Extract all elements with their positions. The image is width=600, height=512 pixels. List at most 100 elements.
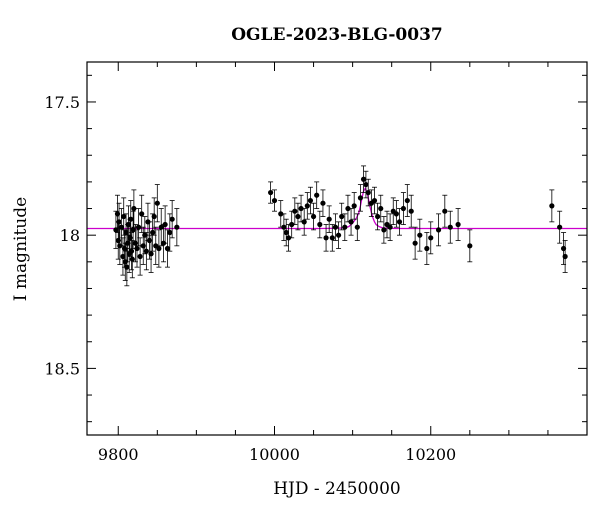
point-marker (128, 216, 134, 222)
point-marker (298, 205, 304, 212)
point-marker (129, 256, 135, 262)
data-point (384, 210, 390, 239)
y-tick-label: 18.5 (44, 359, 80, 378)
data-point (412, 226, 418, 260)
chart-title: OGLE-2023-BLG-0037 (231, 25, 443, 45)
point-marker (169, 216, 175, 222)
data-point (301, 208, 307, 236)
data-point (310, 202, 317, 231)
x-tick-label: 10000 (249, 445, 300, 464)
data-point (455, 208, 461, 241)
data-point (326, 205, 332, 233)
data-point (131, 189, 137, 228)
point-marker (285, 235, 292, 241)
data-point (121, 197, 127, 236)
data-points (113, 165, 568, 287)
data-point (335, 221, 342, 249)
point-marker (375, 213, 381, 220)
point-marker (351, 203, 357, 209)
data-point (128, 232, 135, 271)
data-point (137, 237, 143, 276)
data-point (378, 194, 384, 223)
data-point (164, 229, 171, 268)
point-marker (148, 251, 154, 257)
data-point (339, 202, 345, 231)
point-marker (307, 197, 314, 204)
data-point (174, 208, 180, 247)
data-point (447, 210, 453, 244)
point-marker (310, 213, 317, 220)
point-marker (412, 240, 418, 246)
point-marker (162, 221, 168, 228)
data-point (365, 178, 371, 207)
point-marker (417, 232, 423, 238)
point-marker (378, 205, 384, 212)
point-marker (342, 224, 348, 230)
point-marker (447, 224, 453, 230)
data-point (169, 200, 175, 239)
point-marker (339, 213, 345, 220)
point-marker (116, 219, 122, 225)
data-point (404, 184, 410, 217)
point-marker (557, 224, 563, 230)
point-marker (130, 227, 136, 233)
y-axis-label: I magnitude (11, 197, 31, 301)
point-marker (323, 235, 329, 241)
data-point (128, 200, 134, 239)
point-marker (371, 197, 378, 204)
point-marker (124, 264, 130, 270)
point-marker (304, 203, 310, 209)
data-point (435, 213, 442, 247)
point-marker (332, 224, 339, 230)
point-marker (400, 205, 407, 212)
data-point (400, 192, 407, 225)
point-marker (267, 189, 274, 196)
data-point (329, 224, 335, 252)
point-marker (158, 224, 164, 230)
point-marker (387, 224, 393, 230)
point-marker (151, 213, 157, 220)
point-marker (121, 213, 127, 220)
data-point (271, 189, 278, 212)
point-marker (289, 221, 295, 228)
data-point (283, 218, 289, 247)
data-point (371, 186, 378, 215)
point-marker (424, 245, 430, 252)
point-marker (301, 219, 307, 225)
point-marker (139, 211, 145, 217)
point-marker (435, 227, 442, 233)
point-marker (360, 176, 367, 182)
point-marker (131, 205, 137, 212)
data-point (267, 181, 274, 204)
point-marker (320, 200, 326, 206)
point-marker (283, 229, 289, 236)
data-point (549, 189, 555, 223)
data-point (139, 194, 145, 233)
data-point (320, 189, 326, 217)
point-marker (134, 245, 140, 252)
point-marker (393, 211, 399, 217)
point-marker (164, 245, 171, 252)
axis-ticks (87, 62, 588, 435)
y-tick-label: 17.5 (44, 93, 80, 112)
point-marker (154, 200, 160, 206)
point-marker (292, 208, 298, 214)
point-marker (442, 208, 448, 214)
point-marker (271, 197, 278, 204)
data-point (375, 202, 381, 231)
x-tick-label: 10200 (405, 445, 456, 464)
point-marker (348, 219, 354, 225)
point-marker (467, 243, 473, 249)
point-marker (357, 195, 364, 201)
data-point (116, 202, 122, 241)
data-point (134, 229, 140, 268)
point-marker (562, 253, 568, 260)
data-point (424, 232, 430, 265)
data-point (332, 213, 339, 241)
data-point (154, 184, 160, 223)
data-point (357, 184, 364, 212)
data-point (317, 210, 323, 239)
x-tick-label: 9800 (98, 445, 139, 464)
data-point (118, 208, 124, 247)
